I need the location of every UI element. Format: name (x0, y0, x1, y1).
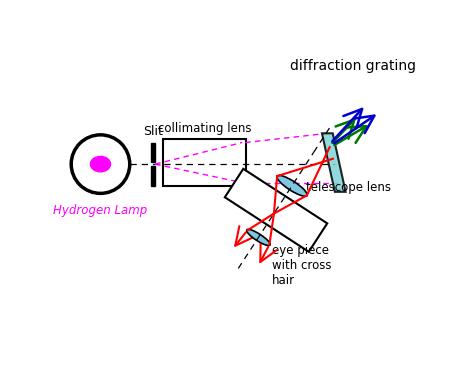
Text: Slit: Slit (143, 125, 163, 138)
Ellipse shape (277, 175, 307, 196)
Bar (151, 166, 155, 186)
Text: telescope lens: telescope lens (306, 181, 391, 194)
Text: eye piece
with cross
hair: eye piece with cross hair (272, 244, 332, 286)
Ellipse shape (91, 156, 110, 172)
Polygon shape (225, 169, 327, 252)
Bar (151, 142, 155, 162)
Ellipse shape (246, 229, 270, 245)
Polygon shape (322, 133, 346, 192)
Text: Hydrogen Lamp: Hydrogen Lamp (54, 204, 147, 217)
Text: collimating lens: collimating lens (158, 122, 251, 135)
Text: diffraction grating: diffraction grating (290, 59, 416, 73)
Bar (163, 140, 246, 186)
